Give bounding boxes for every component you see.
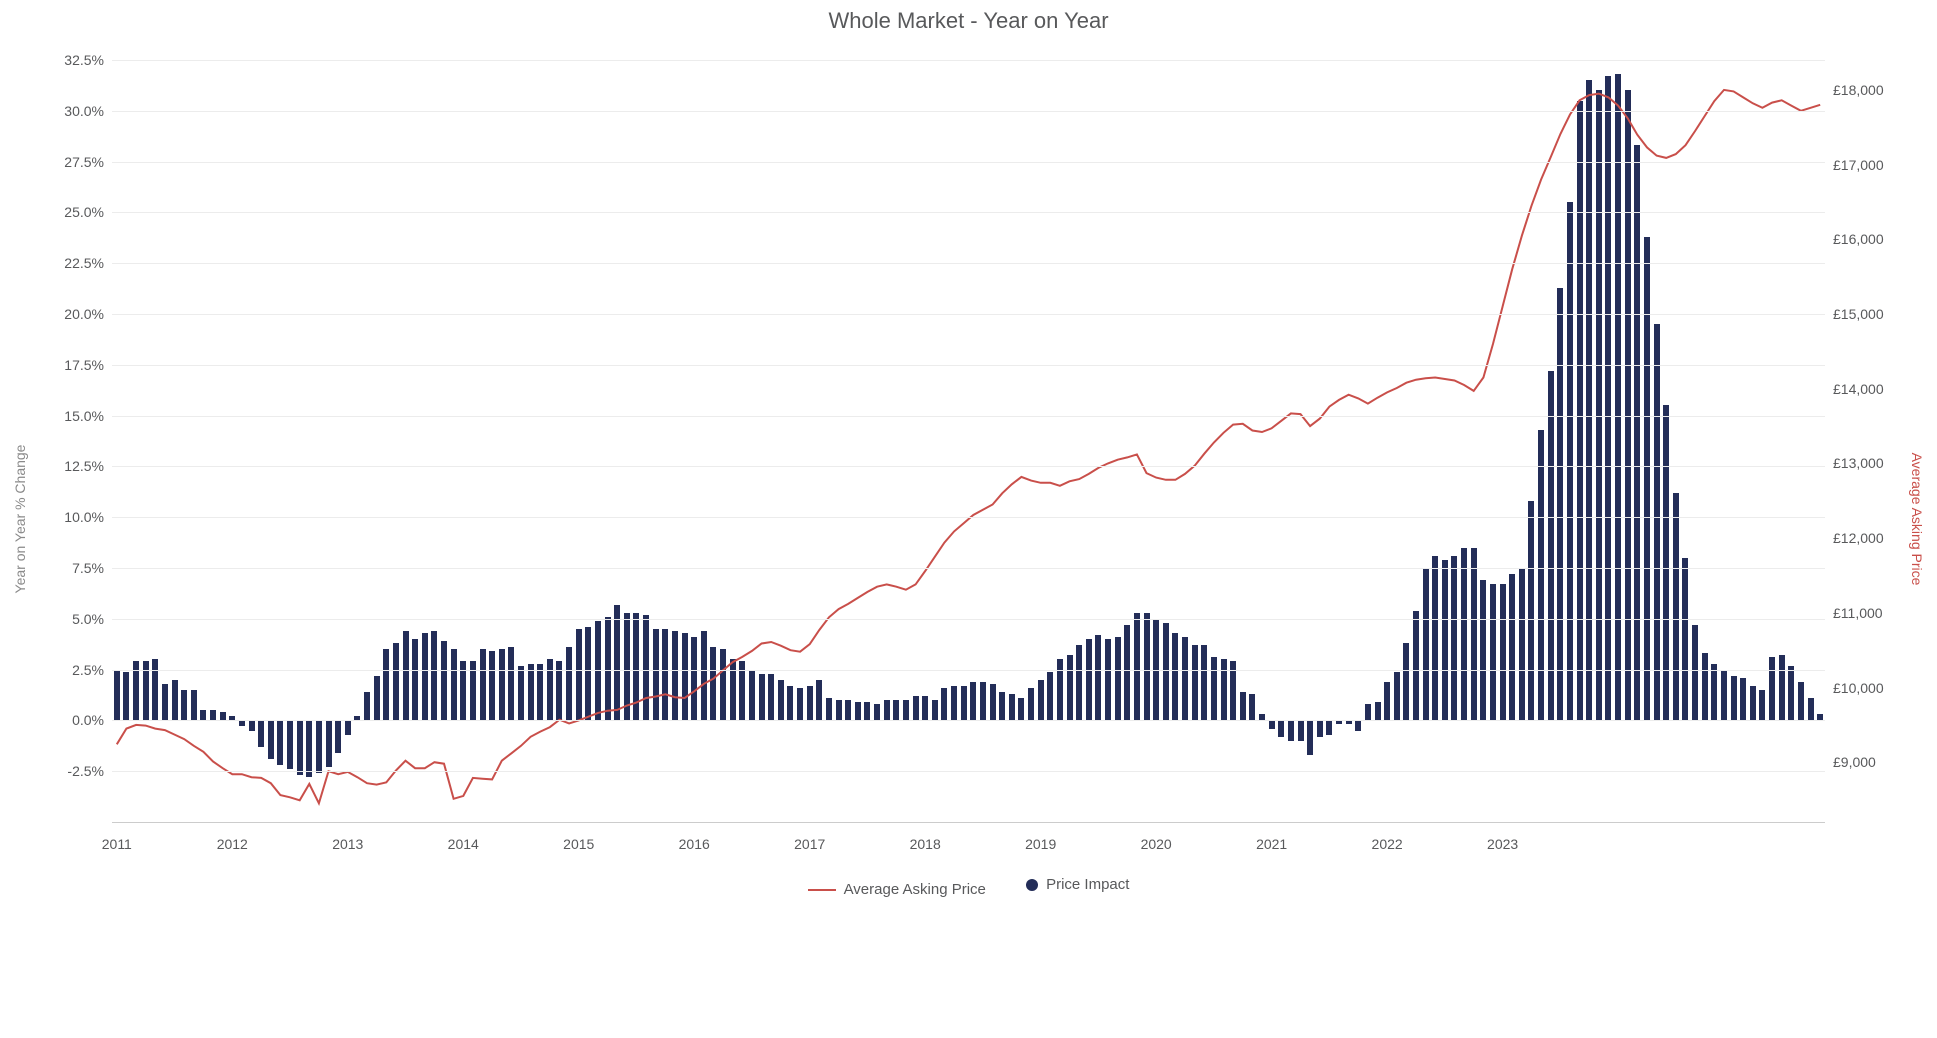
y-left-tick: 0.0% (34, 712, 104, 728)
y-right-tick: £14,000 (1833, 381, 1903, 397)
legend: Average Asking Price Price Impact (0, 876, 1937, 898)
legend-item-bar: Price Impact (1026, 876, 1129, 893)
y-right-tick: £11,000 (1833, 605, 1903, 621)
y-right-tick: £16,000 (1833, 231, 1903, 247)
y-right-tick: £9,000 (1833, 754, 1903, 770)
y-left-tick: 30.0% (34, 103, 104, 119)
legend-item-line: Average Asking Price (808, 881, 986, 898)
y-axis-left-label: Year on Year % Change (12, 445, 28, 594)
legend-line-label: Average Asking Price (844, 881, 986, 898)
y-left-tick: 2.5% (34, 662, 104, 678)
plot-area: -2.5%0.0%2.5%5.0%7.5%10.0%12.5%15.0%17.5… (112, 60, 1825, 823)
y-left-tick: 17.5% (34, 357, 104, 373)
y-left-tick: -2.5% (34, 763, 104, 779)
legend-bar-label: Price Impact (1046, 876, 1129, 893)
x-tick: 2011 (102, 836, 132, 852)
x-tick: 2013 (332, 836, 363, 852)
x-tick: 2012 (217, 836, 248, 852)
price-line (117, 90, 1820, 803)
x-tick: 2014 (448, 836, 479, 852)
y-left-tick: 12.5% (34, 458, 104, 474)
x-tick: 2017 (794, 836, 825, 852)
x-tick: 2016 (679, 836, 710, 852)
y-left-tick: 7.5% (34, 560, 104, 576)
y-right-tick: £18,000 (1833, 82, 1903, 98)
y-left-tick: 5.0% (34, 611, 104, 627)
y-right-tick: £10,000 (1833, 680, 1903, 696)
y-left-tick: 22.5% (34, 255, 104, 271)
y-left-tick: 15.0% (34, 408, 104, 424)
chart-title: Whole Market - Year on Year (0, 8, 1937, 34)
y-right-tick: £17,000 (1833, 157, 1903, 173)
legend-bar-swatch (1026, 879, 1038, 891)
line-layer (112, 60, 1825, 822)
y-right-tick: £15,000 (1833, 306, 1903, 322)
y-axis-right-label: Average Asking Price (1909, 453, 1925, 586)
x-tick: 2020 (1141, 836, 1172, 852)
y-left-tick: 25.0% (34, 204, 104, 220)
x-tick: 2023 (1487, 836, 1518, 852)
x-tick: 2018 (910, 836, 941, 852)
y-left-tick: 27.5% (34, 154, 104, 170)
x-tick: 2019 (1025, 836, 1056, 852)
y-left-tick: 10.0% (34, 509, 104, 525)
x-tick: 2022 (1372, 836, 1403, 852)
legend-line-swatch (808, 889, 836, 891)
y-right-tick: £12,000 (1833, 530, 1903, 546)
y-left-tick: 20.0% (34, 306, 104, 322)
y-left-tick: 32.5% (34, 52, 104, 68)
x-tick: 2015 (563, 836, 594, 852)
chart-container: Whole Market - Year on Year Year on Year… (0, 0, 1937, 1038)
x-tick: 2021 (1256, 836, 1287, 852)
y-right-tick: £13,000 (1833, 455, 1903, 471)
